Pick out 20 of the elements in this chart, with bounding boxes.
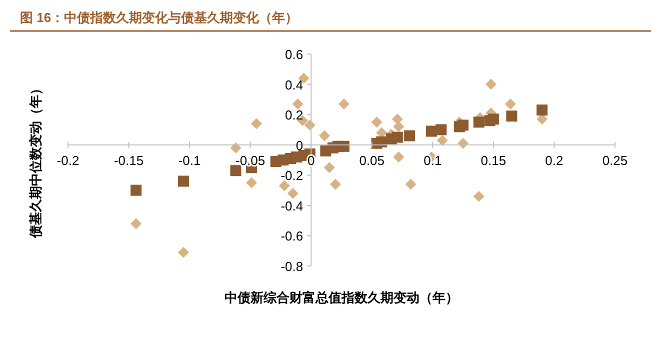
y-tick-label: -0.2 xyxy=(280,168,304,184)
y-tick-label: 0.2 xyxy=(285,108,304,123)
y-tick-label: -0.8 xyxy=(280,259,304,274)
x-tick-label: -0.05 xyxy=(236,152,266,168)
x-tick-label: 0.05 xyxy=(359,152,385,168)
x-tick-label: 0.25 xyxy=(602,152,628,168)
x-axis-title: 中债新综合财富总值指数久期变动（年） xyxy=(224,290,458,305)
x-tick-label: 0.2 xyxy=(545,152,564,168)
chart-title: 图 16：中债指数久期变化与债基久期变化（年） xyxy=(20,10,298,25)
x-tick-label: 0.1 xyxy=(424,152,442,168)
y-tick-label: -0.4 xyxy=(280,198,304,214)
y-axis-title: 债基久期中位数变动（年） xyxy=(28,82,43,239)
x-tick-label: -0.2 xyxy=(56,152,80,168)
y-tick-label: 0.6 xyxy=(285,47,304,62)
y-tick-label: 0 xyxy=(296,138,304,153)
y-tick-label: 0.4 xyxy=(285,77,304,92)
y-tick-label: -0.6 xyxy=(280,228,304,244)
x-tick-label: -0.1 xyxy=(178,152,201,168)
x-tick-label: 0.15 xyxy=(480,152,506,168)
x-tick-label: -0.15 xyxy=(114,152,144,168)
